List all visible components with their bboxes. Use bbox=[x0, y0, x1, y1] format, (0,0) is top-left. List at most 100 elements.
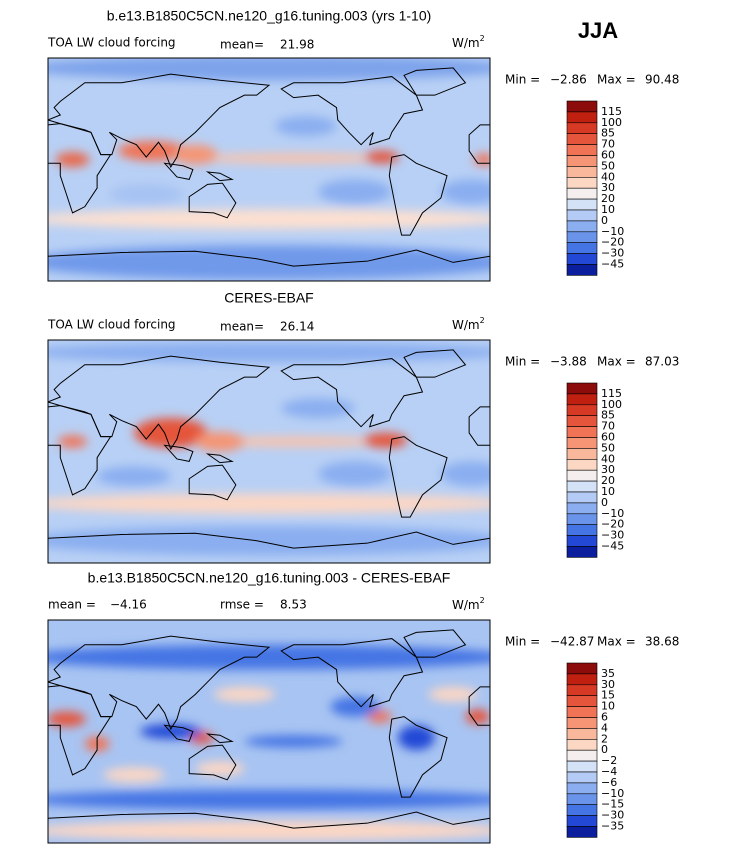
colorbar-box bbox=[566, 546, 598, 558]
coastline bbox=[388, 436, 448, 518]
colorbar-label: −6 bbox=[601, 776, 617, 789]
min-value: −3.88 bbox=[550, 355, 587, 369]
coastline bbox=[163, 444, 194, 462]
colorbar-box bbox=[566, 673, 598, 686]
colorbar-label: 40 bbox=[601, 170, 615, 183]
colorbar-label: −35 bbox=[601, 820, 624, 833]
colorbar-box bbox=[566, 684, 598, 696]
colorbar-label: 50 bbox=[601, 159, 615, 172]
colorbar-box bbox=[566, 133, 598, 145]
coastline bbox=[188, 744, 237, 781]
colorbar-label: 30 bbox=[601, 181, 615, 194]
colorbar-label: 70 bbox=[601, 420, 615, 433]
colorbar-label: 30 bbox=[601, 678, 615, 691]
colorbar-box bbox=[566, 382, 598, 395]
coastline bbox=[403, 349, 467, 378]
coastline bbox=[205, 453, 234, 464]
colorbar-label: −4 bbox=[601, 765, 617, 778]
field-region bbox=[440, 461, 490, 487]
map bbox=[48, 620, 490, 843]
coastline bbox=[48, 531, 490, 549]
max-label: Max = bbox=[597, 73, 636, 87]
colorbar-label: 30 bbox=[601, 463, 615, 476]
min-value: −42.87 bbox=[550, 635, 594, 649]
colorbar-box bbox=[566, 695, 598, 707]
coastline bbox=[280, 76, 424, 146]
coastline bbox=[48, 685, 112, 776]
coastline bbox=[48, 249, 490, 267]
units-base: W/m bbox=[452, 36, 480, 50]
colorbar-box bbox=[566, 242, 598, 254]
field-region bbox=[48, 209, 490, 229]
colorbar-box bbox=[566, 426, 598, 438]
colorbar-label: −20 bbox=[601, 518, 624, 531]
coastline bbox=[48, 123, 112, 214]
max-label: Max = bbox=[597, 635, 636, 649]
colorbar-box bbox=[566, 122, 598, 135]
colorbar-box bbox=[566, 513, 598, 525]
units-sup: 2 bbox=[480, 596, 485, 605]
colorbar-box bbox=[566, 749, 598, 762]
field-region bbox=[57, 435, 88, 448]
colorbar-box bbox=[566, 760, 598, 773]
colorbar-box bbox=[566, 524, 598, 536]
colorbar-label: 115 bbox=[601, 105, 622, 118]
colorbar-label: 10 bbox=[601, 700, 615, 713]
coastline bbox=[163, 162, 194, 180]
field-region bbox=[103, 767, 165, 783]
colorbar-label: −15 bbox=[601, 798, 624, 811]
coastline bbox=[388, 716, 448, 798]
field-region bbox=[48, 711, 87, 727]
field-region bbox=[48, 58, 490, 81]
colorbar-box bbox=[566, 111, 598, 124]
mean-label: mean= bbox=[220, 38, 264, 52]
colorbar-box bbox=[566, 177, 598, 189]
field-region bbox=[195, 761, 245, 777]
units: W/m2 bbox=[452, 34, 485, 50]
colorbar-box bbox=[566, 502, 598, 515]
field-region bbox=[97, 466, 171, 487]
field-region bbox=[48, 525, 490, 556]
rmse-value: 8.53 bbox=[280, 598, 307, 612]
field-region bbox=[363, 432, 408, 448]
coastline bbox=[403, 67, 467, 96]
colorbar-label: −10 bbox=[601, 787, 624, 800]
colorbar-label: −10 bbox=[601, 507, 624, 520]
max-label: Max = bbox=[597, 355, 636, 369]
coastline bbox=[188, 464, 237, 501]
colorbar-box bbox=[566, 198, 598, 211]
field-region bbox=[48, 820, 490, 841]
field bbox=[48, 58, 490, 280]
colorbar-box bbox=[566, 187, 598, 200]
colorbar-label: 60 bbox=[601, 149, 615, 162]
min-value: −2.86 bbox=[550, 73, 587, 87]
colorbar-label: 50 bbox=[601, 441, 615, 454]
field-region bbox=[213, 686, 276, 702]
field-region bbox=[195, 431, 245, 452]
field bbox=[48, 342, 490, 556]
coastline bbox=[188, 182, 237, 219]
colorbar-label: 2 bbox=[601, 732, 608, 745]
colorbar-box bbox=[566, 220, 598, 233]
colorbar-label: −30 bbox=[601, 247, 624, 260]
colorbar-box bbox=[566, 415, 598, 427]
colorbar-box bbox=[566, 728, 598, 740]
colorbar-label: 100 bbox=[601, 398, 622, 411]
field-region bbox=[318, 179, 392, 205]
mean-value: 21.98 bbox=[280, 38, 314, 52]
colorbar-box bbox=[566, 662, 598, 675]
field-region bbox=[133, 418, 208, 448]
field-region bbox=[195, 436, 392, 447]
colorbar-box bbox=[566, 717, 598, 729]
colorbar-label: 85 bbox=[601, 127, 615, 140]
max-value: 87.03 bbox=[645, 355, 679, 369]
coastline bbox=[163, 724, 194, 742]
colorbar-label: −30 bbox=[601, 809, 624, 822]
coastline bbox=[280, 638, 424, 708]
map bbox=[48, 340, 490, 563]
field-region bbox=[474, 153, 490, 166]
field-label: TOA LW cloud forcing bbox=[47, 36, 176, 50]
field-region bbox=[440, 179, 490, 205]
colorbar-box bbox=[566, 437, 598, 449]
panel-title: b.e13.B1850C5CN.ne120_g16.tuning.003 (yr… bbox=[107, 8, 432, 24]
